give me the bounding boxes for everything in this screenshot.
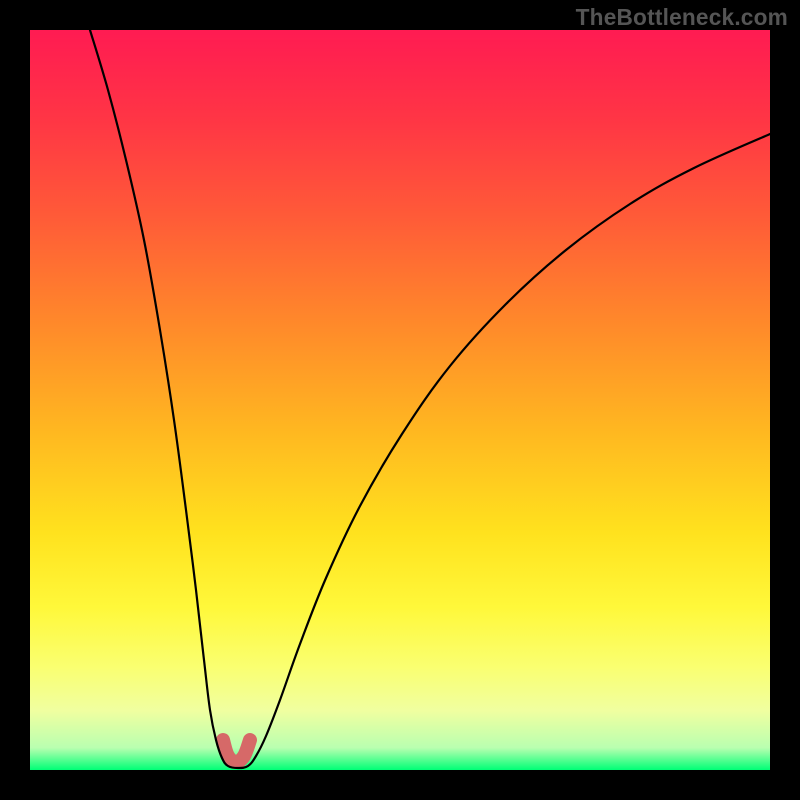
v-curve xyxy=(90,30,770,768)
frame: TheBottleneck.com xyxy=(0,0,800,800)
curve-layer xyxy=(30,30,770,770)
bottom-marker xyxy=(223,740,250,762)
watermark-text: TheBottleneck.com xyxy=(576,4,788,31)
plot-area xyxy=(30,30,770,770)
